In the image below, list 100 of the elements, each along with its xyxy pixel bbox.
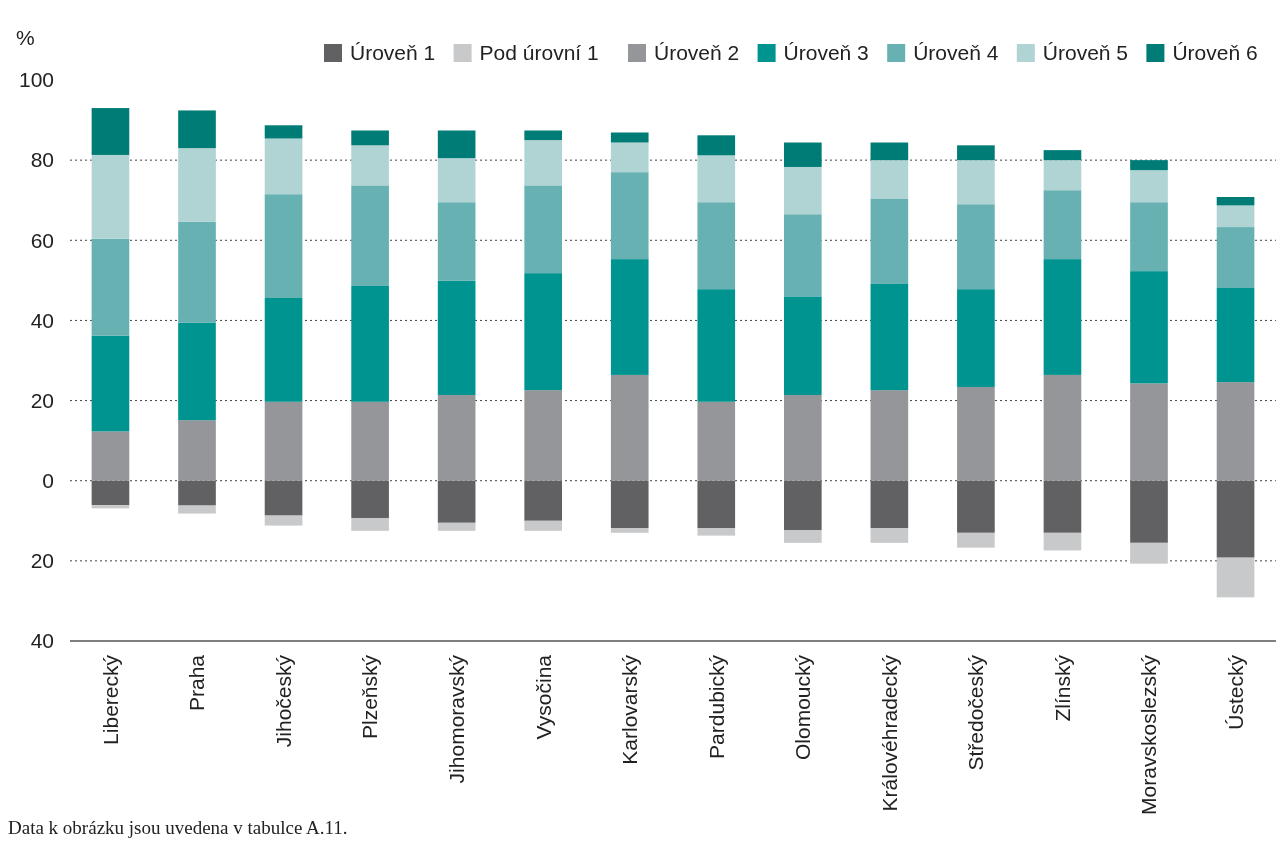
bar bbox=[1043, 374, 1082, 481]
bar bbox=[1043, 532, 1082, 551]
bar bbox=[178, 110, 216, 149]
bar bbox=[524, 520, 563, 531]
legend-label: Úroveň 1 bbox=[350, 41, 436, 65]
bar bbox=[870, 160, 909, 200]
bar bbox=[957, 532, 995, 548]
x-tick-label: Praha bbox=[185, 654, 209, 712]
bar bbox=[783, 296, 822, 395]
bar bbox=[783, 166, 822, 215]
y-tick-label: 20 bbox=[30, 388, 54, 412]
bar bbox=[610, 172, 649, 260]
bar bbox=[697, 135, 736, 156]
bar bbox=[264, 401, 303, 481]
bar bbox=[178, 420, 216, 481]
bar bbox=[91, 335, 130, 432]
bar bbox=[870, 390, 909, 481]
bar bbox=[1130, 202, 1168, 272]
bar bbox=[178, 148, 216, 222]
bar bbox=[610, 259, 649, 375]
bar bbox=[524, 185, 563, 274]
y-tick-label: 60 bbox=[30, 228, 54, 252]
bar bbox=[783, 214, 822, 297]
bar bbox=[91, 238, 130, 336]
bar bbox=[1043, 480, 1082, 533]
bar bbox=[1130, 542, 1168, 564]
bar bbox=[264, 194, 303, 298]
bar bbox=[524, 273, 563, 391]
bar bbox=[870, 142, 909, 161]
bar bbox=[91, 480, 130, 506]
bar bbox=[351, 480, 389, 518]
bar bbox=[783, 530, 822, 543]
y-tick-label: 20 bbox=[30, 549, 54, 573]
bar bbox=[264, 125, 303, 139]
x-tick-label: Jihočeský bbox=[271, 654, 295, 748]
bar bbox=[610, 374, 649, 481]
bar bbox=[957, 204, 995, 290]
x-tick-label: Plzeňský bbox=[358, 654, 382, 740]
x-tick-label: Jihomoravský bbox=[444, 654, 468, 784]
bar bbox=[1216, 205, 1255, 228]
bar bbox=[437, 394, 476, 481]
bar bbox=[351, 401, 389, 481]
bar bbox=[957, 160, 995, 205]
bar bbox=[91, 431, 130, 481]
bar bbox=[437, 130, 476, 159]
bar bbox=[1130, 160, 1168, 171]
bar bbox=[351, 185, 389, 286]
bar bbox=[610, 528, 649, 533]
bar bbox=[1130, 170, 1168, 203]
bar bbox=[1216, 197, 1255, 206]
bar bbox=[91, 108, 130, 155]
bar bbox=[524, 130, 563, 141]
bar bbox=[1130, 480, 1168, 543]
x-tick-label: Moravskoslezský bbox=[1137, 654, 1161, 815]
legend-label: Úroveň 6 bbox=[1172, 41, 1258, 65]
bar bbox=[437, 522, 476, 531]
bar bbox=[610, 132, 649, 143]
bar bbox=[697, 289, 736, 402]
bar bbox=[697, 202, 736, 290]
bar bbox=[610, 480, 649, 528]
bar bbox=[91, 154, 130, 239]
y-tick-label: 80 bbox=[30, 148, 54, 172]
legend-label: Pod úrovní 1 bbox=[479, 41, 599, 65]
x-tick-label: Ústecký bbox=[1223, 654, 1247, 730]
bar bbox=[264, 138, 303, 195]
bar bbox=[178, 322, 216, 421]
bar bbox=[437, 280, 476, 395]
bar bbox=[1216, 382, 1255, 481]
bar bbox=[437, 158, 476, 203]
bar bbox=[697, 480, 736, 528]
legend-label: Úroveň 5 bbox=[1042, 41, 1129, 65]
bar bbox=[697, 401, 736, 481]
y-tick-label: 40 bbox=[30, 308, 54, 332]
bar bbox=[957, 386, 995, 481]
legend-label: Úroveň 3 bbox=[783, 41, 869, 65]
x-tick-label: Karlovarský bbox=[618, 654, 642, 765]
bar bbox=[178, 480, 216, 506]
bar bbox=[957, 145, 995, 161]
bar bbox=[264, 480, 303, 516]
bar bbox=[870, 283, 909, 391]
bar bbox=[351, 285, 389, 402]
bar bbox=[870, 528, 909, 543]
bar bbox=[1130, 383, 1168, 481]
bar bbox=[351, 130, 389, 146]
bar bbox=[1043, 160, 1082, 191]
bar bbox=[437, 480, 476, 523]
bar bbox=[437, 202, 476, 281]
bar bbox=[1043, 190, 1082, 260]
bar bbox=[783, 142, 822, 167]
bar bbox=[697, 155, 736, 203]
bar bbox=[264, 297, 303, 402]
y-tick-label: 40 bbox=[30, 629, 54, 653]
bar bbox=[870, 199, 909, 284]
x-tick-label: Středočeský bbox=[964, 654, 988, 771]
bar bbox=[178, 505, 216, 514]
bar bbox=[264, 515, 303, 526]
x-tick-label: Olomoucký bbox=[791, 654, 815, 761]
y-tick-label: 100 bbox=[18, 68, 54, 92]
legend-label: Úroveň 2 bbox=[654, 41, 740, 65]
bar bbox=[524, 140, 563, 186]
